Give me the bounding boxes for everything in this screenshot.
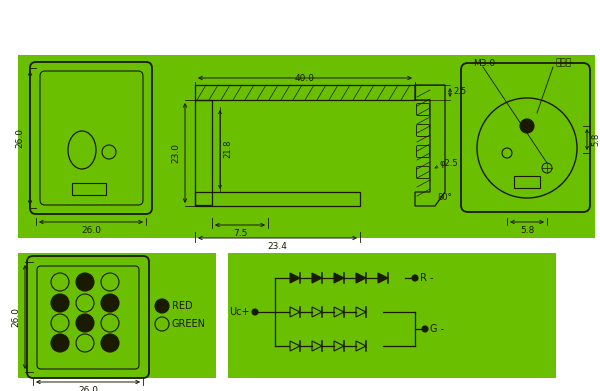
- Text: 26.0: 26.0: [78, 386, 98, 391]
- Text: 23.0: 23.0: [171, 143, 180, 163]
- Bar: [18, 253, 216, 378]
- Text: 26.0: 26.0: [15, 128, 24, 148]
- Circle shape: [155, 299, 169, 313]
- Circle shape: [76, 314, 94, 332]
- Text: G -: G -: [430, 324, 444, 334]
- Text: 40.0: 40.0: [295, 74, 315, 83]
- Text: Uc+: Uc+: [229, 307, 250, 317]
- Circle shape: [76, 273, 94, 291]
- Bar: [195, 192, 360, 206]
- Text: 5.8: 5.8: [520, 226, 534, 235]
- Text: 26.0: 26.0: [81, 226, 101, 235]
- Text: 23.4: 23.4: [268, 242, 287, 251]
- Circle shape: [51, 294, 69, 312]
- Polygon shape: [378, 273, 388, 283]
- Circle shape: [422, 326, 428, 332]
- Polygon shape: [334, 273, 344, 283]
- Text: RED: RED: [172, 301, 193, 311]
- Bar: [18, 55, 595, 238]
- Text: 21.8: 21.8: [223, 140, 232, 158]
- Text: φ2.5: φ2.5: [440, 158, 458, 167]
- Circle shape: [252, 309, 258, 315]
- Text: 7.5: 7.5: [233, 229, 247, 238]
- Bar: [195, 85, 415, 100]
- Circle shape: [101, 294, 119, 312]
- Bar: [72, 183, 106, 195]
- Text: 5.8: 5.8: [591, 133, 600, 146]
- Text: 80°: 80°: [437, 194, 452, 203]
- Circle shape: [101, 334, 119, 352]
- Polygon shape: [312, 273, 322, 283]
- Text: R -: R -: [420, 273, 433, 283]
- Circle shape: [51, 334, 69, 352]
- Circle shape: [412, 275, 418, 281]
- Bar: [514, 176, 540, 188]
- Text: 密封圈: 密封圈: [555, 59, 571, 68]
- Bar: [195, 100, 212, 205]
- Text: GREEN: GREEN: [172, 319, 206, 329]
- Text: 2.5: 2.5: [453, 88, 466, 97]
- Bar: [228, 253, 556, 378]
- Circle shape: [520, 119, 534, 133]
- Text: M3.0: M3.0: [473, 59, 495, 68]
- Polygon shape: [290, 273, 300, 283]
- Polygon shape: [356, 273, 366, 283]
- Text: 26.0: 26.0: [11, 307, 20, 327]
